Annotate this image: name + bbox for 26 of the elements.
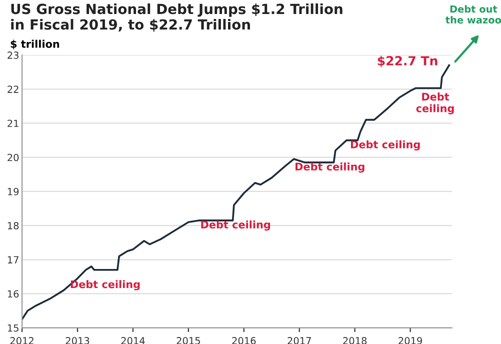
- y-tick-label: 17: [8, 256, 18, 264]
- x-tick-label: 2018: [343, 337, 367, 344]
- annotation: Debt ceiling: [416, 92, 454, 114]
- x-tick-label: 2013: [66, 337, 90, 344]
- y-tick-label: 20: [8, 154, 19, 162]
- y-tick-label: 19: [8, 188, 19, 196]
- annotation: Debt ceiling: [201, 220, 270, 231]
- y-tick-label: 18: [8, 222, 19, 230]
- y-tick-label: 23: [8, 52, 18, 59]
- annotation: Debt ceiling: [351, 140, 420, 150]
- y-tick-label: 21: [8, 120, 18, 127]
- y-tick-label: 16: [8, 290, 19, 298]
- x-tick-label: 2019: [398, 337, 422, 344]
- x-tick-label: 2017: [288, 337, 311, 344]
- y-tick-label: 22: [8, 86, 18, 93]
- x-tick-label: 2015: [176, 337, 200, 344]
- x-tick-label: 2016: [232, 337, 256, 344]
- text: Debt out the wazoo: [446, 5, 501, 24]
- annotation: $22.7 Tn: [378, 56, 438, 68]
- annotation: Debt ceiling: [70, 280, 140, 290]
- x-tick-label: 2012: [10, 337, 34, 344]
- annotation: Debt ceiling: [296, 162, 364, 173]
- x-tick-label: 2014: [121, 337, 145, 344]
- y-axis-title: $ trillion: [10, 40, 60, 50]
- y-tick-label: 15: [8, 324, 18, 332]
- chart-title: US Gross National Debt Jumps $1.2 Trillion in Fiscal 2019, to $22.7 Trillion: [11, 3, 342, 32]
